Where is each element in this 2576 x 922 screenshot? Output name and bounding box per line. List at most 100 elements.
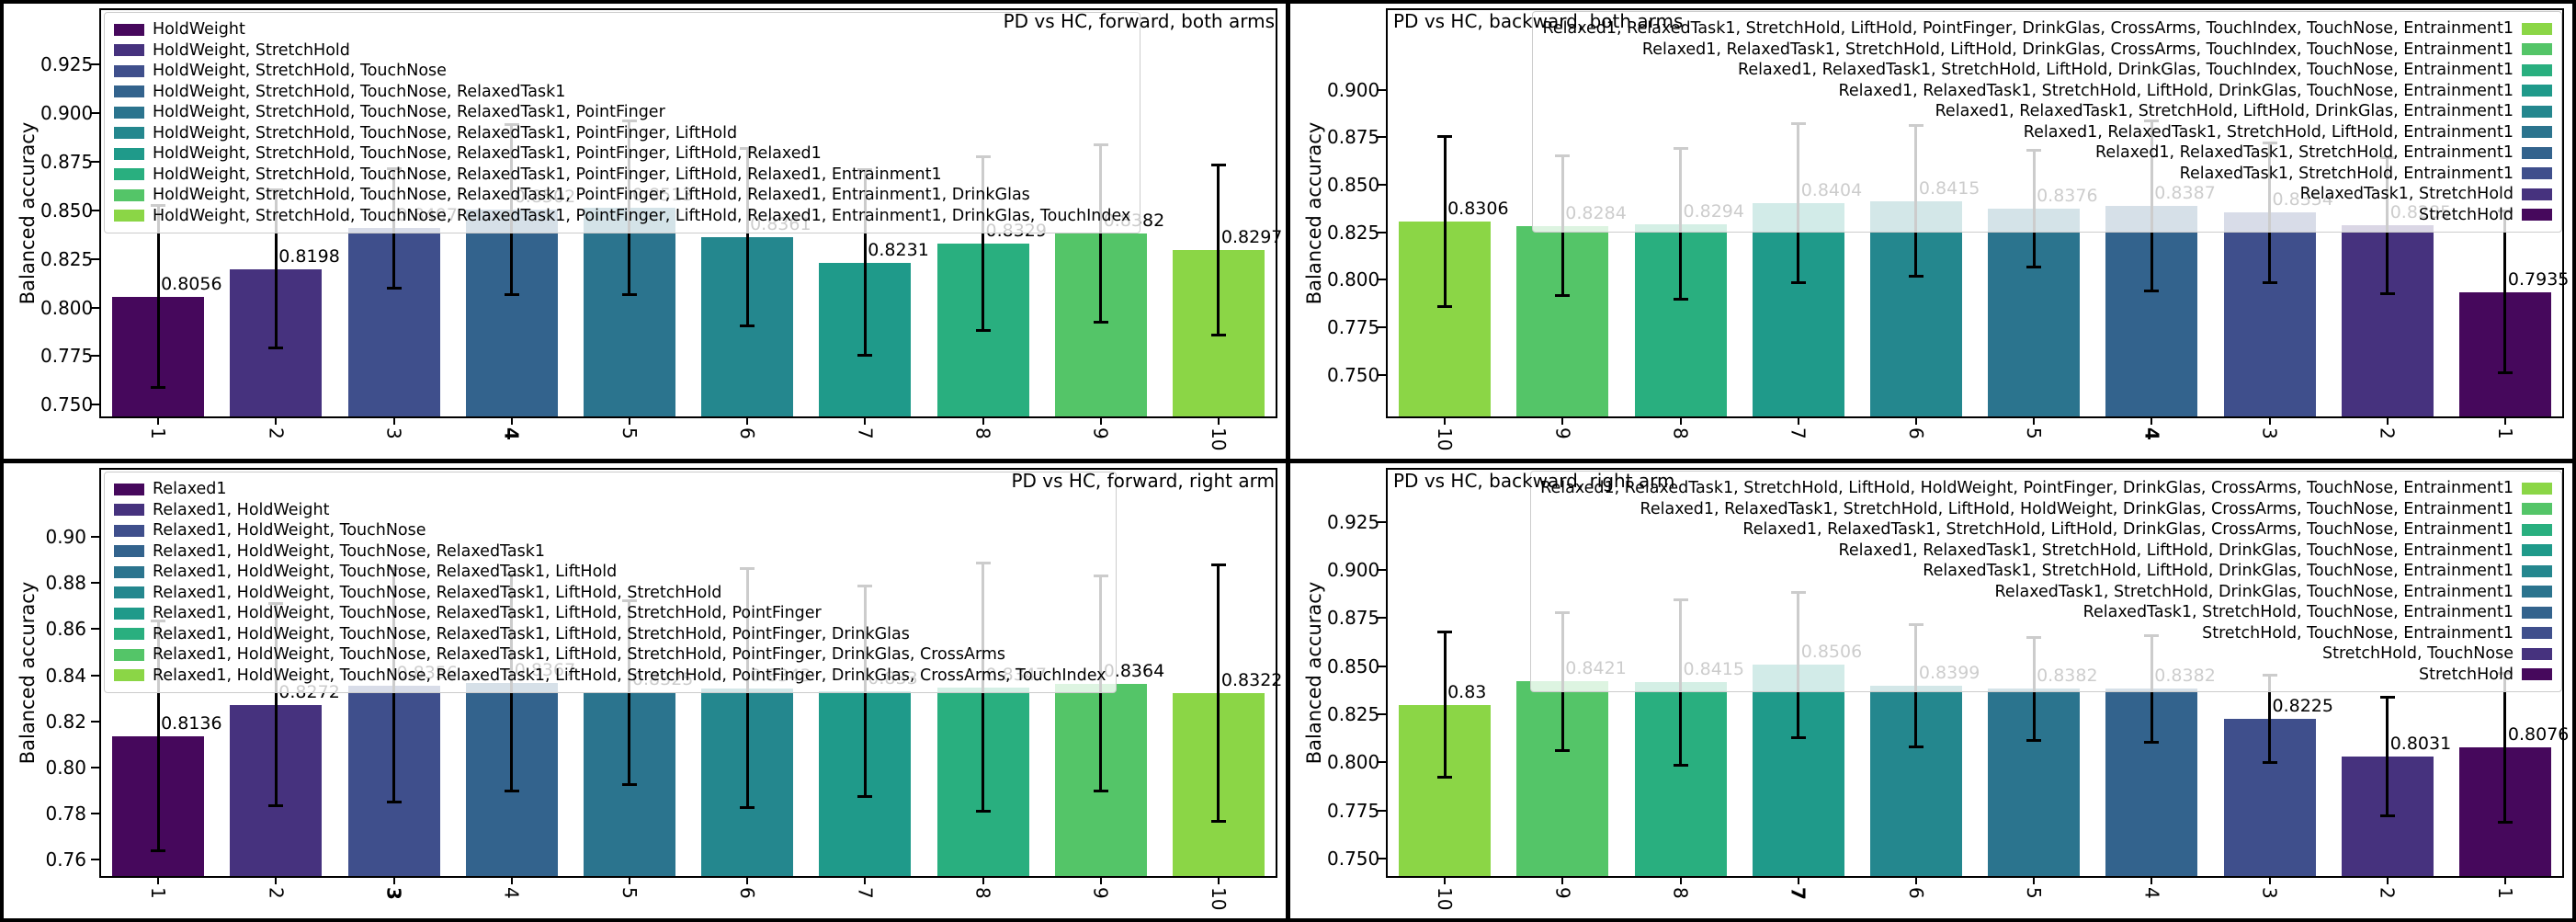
- bar-value-label: 0.7935: [2507, 268, 2570, 290]
- y-tick-mark: [1378, 568, 1386, 571]
- x-tick-label: 2: [2376, 887, 2399, 899]
- error-bar: [1443, 631, 1447, 779]
- legend-swatch: [114, 504, 144, 517]
- legend-item-label: RelaxedTask1, StretchHold, DrinkGlas, To…: [1994, 582, 2514, 601]
- y-tick-mark: [91, 536, 99, 539]
- y-axis-label-text: Balanced accuracy: [1303, 581, 1325, 765]
- error-bar-cap-bottom: [1093, 321, 1108, 324]
- error-bar-cap-bottom: [857, 795, 873, 799]
- legend-swatch: [2522, 22, 2552, 35]
- y-tick-mark: [91, 257, 99, 260]
- bar-value-label: 0.8306: [1447, 199, 1509, 220]
- legend-item-label: HoldWeight, StretchHold: [153, 40, 350, 60]
- x-tick-mark: [510, 878, 513, 884]
- x-tick-mark: [1679, 878, 1682, 884]
- bar-value-label: 0.8297: [1220, 226, 1283, 247]
- y-tick-label: 0.925: [40, 53, 94, 76]
- y-tick-mark: [91, 674, 99, 677]
- error-bar: [274, 603, 278, 806]
- legend-swatch: [114, 85, 144, 98]
- x-tick-mark: [2503, 878, 2506, 884]
- error-bar-cap-bottom: [2026, 265, 2042, 268]
- legend: Relaxed1, RelaxedTask1, StretchHold, Lif…: [1530, 471, 2562, 692]
- error-bar-cap-bottom: [1673, 298, 1688, 302]
- legend-swatch: [2522, 668, 2552, 681]
- x-tick-label: 4: [2140, 427, 2163, 440]
- y-tick-label: 0.82: [45, 710, 86, 733]
- legend-swatch: [114, 524, 144, 537]
- legend-swatch: [2522, 209, 2552, 222]
- y-tick-label: 0.86: [45, 618, 86, 641]
- plot-area: [1386, 8, 2564, 418]
- error-bar-cap-bottom: [268, 803, 284, 807]
- legend-swatch: [114, 127, 144, 140]
- bar-value-label: 0.83: [1447, 681, 1487, 702]
- error-bar-cap-top: [1210, 163, 1226, 166]
- y-tick-mark: [91, 355, 99, 358]
- legend-item: StretchHold: [1540, 665, 2552, 686]
- plot-area: [99, 468, 1277, 878]
- y-tick-label: 0.750: [1327, 848, 1380, 871]
- x-tick-mark: [1561, 418, 1564, 425]
- legend-item: HoldWeight, StretchHold, TouchNose: [114, 61, 1130, 82]
- x-tick-mark: [982, 418, 984, 425]
- x-tick-label: 10: [1434, 887, 1457, 911]
- x-tick-label: 8: [971, 887, 994, 899]
- error-bar-cap-bottom: [504, 293, 519, 297]
- legend-item-label: HoldWeight, StretchHold, TouchNose, Rela…: [153, 82, 566, 101]
- legend-swatch: [2522, 586, 2552, 598]
- y-tick-label: 0.900: [1327, 78, 1380, 101]
- error-bar: [745, 147, 749, 327]
- y-tick-mark: [1378, 279, 1386, 281]
- error-bar-cap-bottom: [2497, 371, 2513, 375]
- legend-item: HoldWeight, StretchHold, TouchNose, Rela…: [114, 143, 1130, 165]
- chart-panel-backward-right-arm: Balanced accuracy 0.750 0.775 0.800 0.825 0.8…: [1290, 463, 2572, 918]
- legend-item: Relaxed1, RelaxedTask1, StretchHold, Lif…: [1542, 101, 2552, 122]
- error-bar-cap-bottom: [621, 782, 637, 786]
- error-bar-cap-bottom: [151, 386, 166, 390]
- error-bar-cap-bottom: [1555, 748, 1571, 752]
- bar-value-label: 0.8031: [2389, 733, 2452, 754]
- error-bar-cap-bottom: [2379, 291, 2395, 295]
- y-tick-label: 0.88: [45, 572, 86, 595]
- legend-item-label: Relaxed1, RelaxedTask1, StretchHold, Lif…: [1838, 541, 2514, 560]
- error-bar-cap-bottom: [2262, 280, 2277, 284]
- legend-item-label: HoldWeight, StretchHold, TouchNose, Rela…: [153, 103, 665, 122]
- legend: Relaxed1 Relaxed1, HoldWeight Relaxed1, Ho…: [104, 472, 1117, 693]
- legend-item: RelaxedTask1, StretchHold: [1542, 184, 2552, 205]
- legend-item-label: Relaxed1, HoldWeight, TouchNose, Relaxed…: [153, 583, 722, 602]
- legend-item-label: Relaxed1, RelaxedTask1, StretchHold, Lif…: [1742, 520, 2514, 540]
- legend-swatch: [2522, 544, 2552, 557]
- x-tick-label: 7: [1787, 427, 1810, 439]
- x-tick-mark: [982, 878, 984, 884]
- x-tick-mark: [1099, 878, 1102, 884]
- legend-swatch: [2522, 647, 2552, 660]
- x-tick-label: 10: [1207, 427, 1230, 451]
- y-tick-mark: [91, 720, 99, 723]
- legend-item-label: HoldWeight, StretchHold, TouchNose, Rela…: [153, 206, 1131, 225]
- x-tick-mark: [628, 878, 630, 884]
- y-tick-mark: [91, 112, 99, 115]
- error-bar-cap-bottom: [386, 801, 402, 804]
- error-bar-cap-bottom: [1673, 763, 1688, 767]
- x-tick-mark: [864, 418, 867, 425]
- error-bar-cap-top: [1437, 135, 1453, 139]
- y-tick-mark: [1378, 325, 1386, 328]
- legend-item-label: Relaxed1, RelaxedTask1, StretchHold, Lif…: [1738, 61, 2514, 80]
- x-tick-mark: [1914, 418, 1917, 425]
- legend-item-label: Relaxed1, HoldWeight: [153, 500, 330, 519]
- x-tick-mark: [2268, 418, 2271, 425]
- x-tick-label: 5: [2023, 427, 2046, 439]
- x-tick-label: 10: [1434, 427, 1457, 451]
- legend-item-label: RelaxedTask1, StretchHold, LiftHold, Dri…: [1923, 562, 2514, 581]
- x-tick-label: 6: [1904, 887, 1927, 899]
- plot-area: [99, 8, 1277, 418]
- error-bar: [863, 169, 867, 357]
- x-tick-mark: [1914, 878, 1917, 884]
- legend-item: StretchHold, TouchNose, Entrainment1: [1540, 623, 2552, 644]
- x-tick-label: 7: [854, 427, 877, 439]
- error-bar-cap-top: [1210, 563, 1226, 566]
- legend-swatch: [2522, 85, 2552, 97]
- x-tick-mark: [157, 878, 160, 884]
- legend-item-label: Relaxed1, HoldWeight, TouchNose, Relaxed…: [153, 624, 910, 643]
